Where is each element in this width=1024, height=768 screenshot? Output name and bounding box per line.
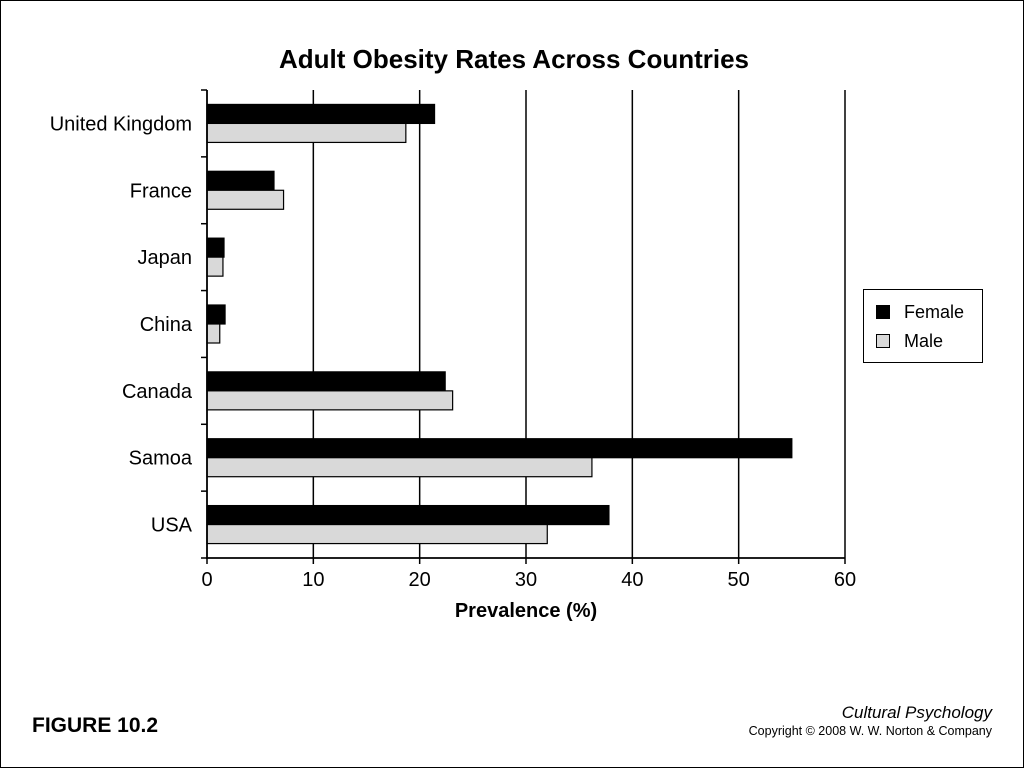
grid-lines [312,90,846,558]
bar-female [206,103,436,125]
y-tick-label: Japan [138,247,193,269]
y-tick-label: Canada [122,381,193,403]
bar-male [206,523,548,545]
y-tick-label: Samoa [129,448,193,470]
figure-label: FIGURE 10.2 [32,714,159,737]
bar-female [206,504,610,526]
bar-female [206,170,275,191]
chart-title: Adult Obesity Rates Across Countries [279,44,749,74]
x-tick-label: 50 [728,569,750,591]
x-tick-label: 40 [621,569,643,591]
bar-female [206,304,226,325]
x-tick-label: 0 [201,569,212,591]
tick-labels: United Kingdom France Japan China Canada Samo… [50,113,856,591]
x-tick-label: 20 [409,569,431,591]
y-tick-label: United Kingdom [50,113,192,135]
bar-male [206,323,221,344]
bar-male [206,390,454,411]
bar-male [206,122,407,144]
bar-female [206,237,225,258]
x-tick-label: 10 [302,569,324,591]
copyright-notice: Copyright © 2008 W. W. Norton & Company [748,724,992,738]
y-tick-label: USA [151,515,193,537]
bars [206,103,793,545]
legend: Female Male [863,289,983,363]
legend-label-male: Male [904,331,944,351]
y-tick-label: China [140,314,193,336]
bar-female [206,438,793,459]
bar-female [206,371,446,392]
x-tick-label: 30 [515,569,537,591]
x-tick-label: 60 [834,569,856,591]
legend-label-female: Female [904,302,965,322]
legend-item-female: Female [876,302,964,322]
axes [201,89,846,564]
legend-item-male: Male [876,331,943,351]
legend-swatch-female [876,305,890,319]
legend-swatch-male [876,334,890,348]
bar-male [206,189,285,210]
book-title: Cultural Psychology [841,703,992,722]
bar-male [206,457,593,478]
x-axis-label: Prevalence (%) [455,600,597,622]
bar-male [206,256,224,277]
y-tick-label: France [130,180,192,202]
